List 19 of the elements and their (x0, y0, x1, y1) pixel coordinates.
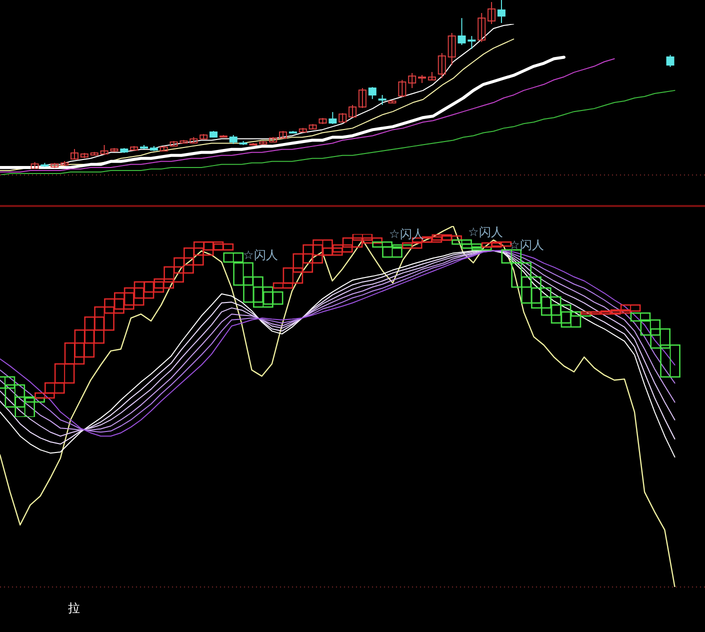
candlestick (368, 86, 376, 100)
candlestick (70, 148, 78, 160)
candlestick (488, 2, 496, 24)
candlestick (378, 94, 386, 106)
annotation: ☆闪人 (243, 248, 278, 262)
candlestick (666, 54, 674, 68)
candlestick (478, 12, 486, 43)
candlestick (408, 72, 416, 89)
candlestick (398, 79, 406, 98)
candlestick (328, 112, 337, 125)
annotation: ☆闪人 (468, 225, 503, 239)
candlestick (358, 88, 366, 108)
candlestick (497, 0, 506, 24)
candlestick (448, 32, 456, 66)
annotation: ☆闪人 (509, 238, 544, 252)
candlestick (438, 52, 446, 79)
text: 拉 (68, 601, 80, 615)
candlestick (348, 104, 357, 118)
annotation: ☆闪人 (389, 227, 424, 241)
